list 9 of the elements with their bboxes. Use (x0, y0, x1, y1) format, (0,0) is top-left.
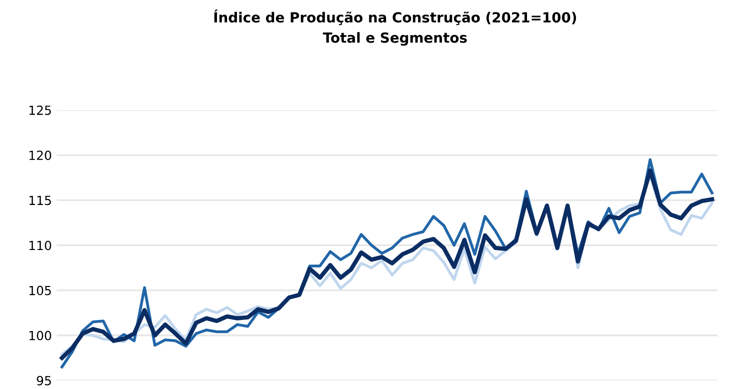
y-tick-label: 125 (29, 106, 51, 116)
y-tick-label: 105 (29, 286, 51, 296)
y-tick-label: 100 (29, 330, 52, 340)
chart-title: Índice de Produção na Construção (2021=100) (214, 10, 576, 26)
chart-subtitle: Total e Segmentos (322, 32, 467, 46)
y-tick-label: 115 (29, 196, 51, 206)
y-tick-label: 120 (29, 150, 52, 160)
y-tick-label: 95 (36, 376, 51, 386)
y-tick-label: 110 (29, 240, 52, 250)
